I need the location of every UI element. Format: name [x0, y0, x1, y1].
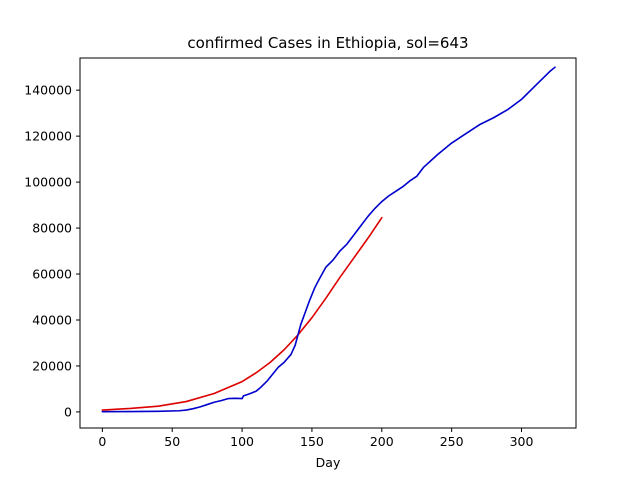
x-tick-label: 0: [98, 434, 106, 449]
y-tick-label: 60000: [32, 267, 72, 282]
y-axis: 0 20000 40000 60000 80000 100000 120000 140000: [24, 83, 80, 419]
x-axis-label: Day: [316, 455, 341, 470]
x-axis: 0 50 100 150 200 250 300: [98, 428, 533, 449]
x-tick-label: 200: [370, 434, 394, 449]
y-tick-label: 120000: [24, 129, 72, 144]
y-tick-label: 40000: [32, 312, 72, 327]
x-tick-label: 50: [164, 434, 180, 449]
x-tick-label: 150: [300, 434, 324, 449]
series-layer: [101, 66, 556, 413]
x-tick-label: 100: [230, 434, 254, 449]
y-tick-label: 20000: [32, 358, 72, 373]
plot-frame: [79, 57, 577, 429]
series-line-1: [101, 66, 556, 413]
x-tick-label: 300: [510, 434, 534, 449]
y-tick-label: 140000: [24, 83, 72, 98]
y-tick-label: 100000: [24, 175, 72, 190]
chart-title: confirmed Cases in Ethiopia, sol=643: [187, 34, 468, 52]
y-tick-label: 0: [64, 404, 72, 419]
y-tick-label: 80000: [32, 221, 72, 236]
series-line-0: [101, 216, 383, 411]
x-tick-label: 250: [440, 434, 464, 449]
